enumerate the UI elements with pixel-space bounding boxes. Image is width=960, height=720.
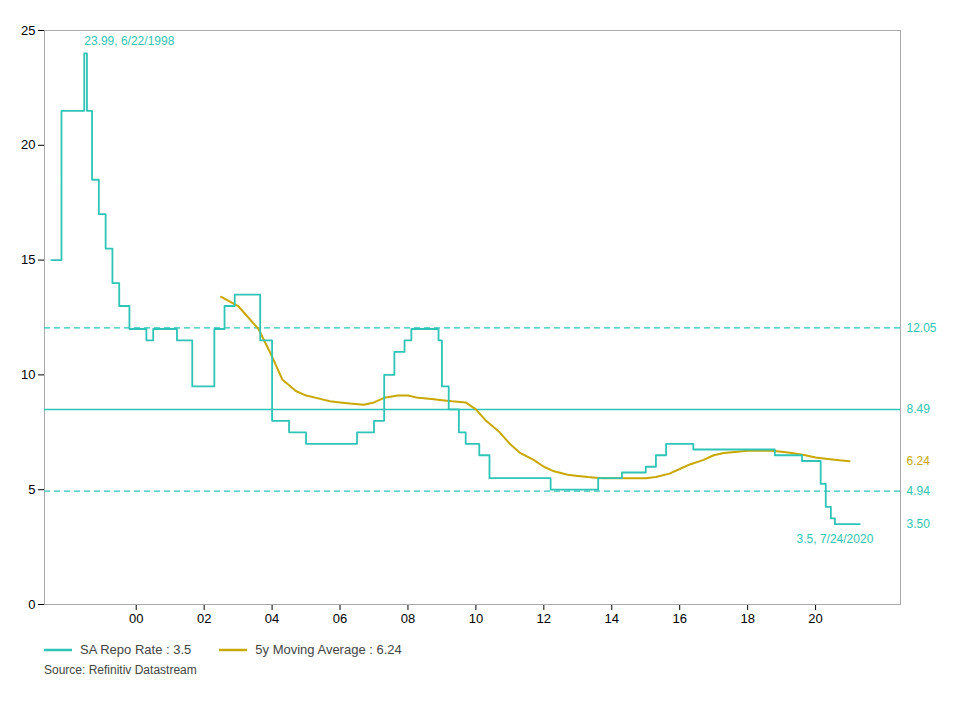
svg-text:16: 16: [672, 611, 686, 626]
svg-text:20: 20: [808, 611, 822, 626]
svg-text:12.05: 12.05: [907, 321, 937, 335]
svg-text:5: 5: [28, 482, 35, 497]
svg-text:25: 25: [21, 23, 35, 38]
svg-text:20: 20: [21, 137, 35, 152]
svg-text:06: 06: [333, 611, 347, 626]
html-text:Source: Refinitiv Datastream: Source: Refinitiv Datastream: [44, 663, 197, 677]
svg-text:12: 12: [537, 611, 551, 626]
svg-text:0: 0: [28, 597, 35, 612]
svg-text:15: 15: [21, 252, 35, 267]
svg-text:18: 18: [740, 611, 754, 626]
svg-text:00: 00: [129, 611, 143, 626]
svg-text:10: 10: [469, 611, 483, 626]
svg-text:10: 10: [21, 367, 35, 382]
svg-text:6.24: 6.24: [907, 454, 931, 468]
svg-text:8.49: 8.49: [907, 402, 931, 416]
svg-text:02: 02: [197, 611, 211, 626]
svg-text:23.99, 6/22/1998: 23.99, 6/22/1998: [84, 34, 174, 48]
svg-text:14: 14: [605, 611, 619, 626]
svg-text:3.5, 7/24/2020: 3.5, 7/24/2020: [797, 532, 874, 546]
svg-text:08: 08: [401, 611, 415, 626]
svg-text:4.94: 4.94: [907, 484, 931, 498]
html-text:5y Moving Average : 6.24: 5y Moving Average : 6.24: [255, 642, 402, 657]
html-text:SA Repo Rate : 3.5: SA Repo Rate : 3.5: [80, 642, 192, 657]
svg-text:04: 04: [265, 611, 279, 626]
svg-text:3.50: 3.50: [907, 517, 931, 531]
